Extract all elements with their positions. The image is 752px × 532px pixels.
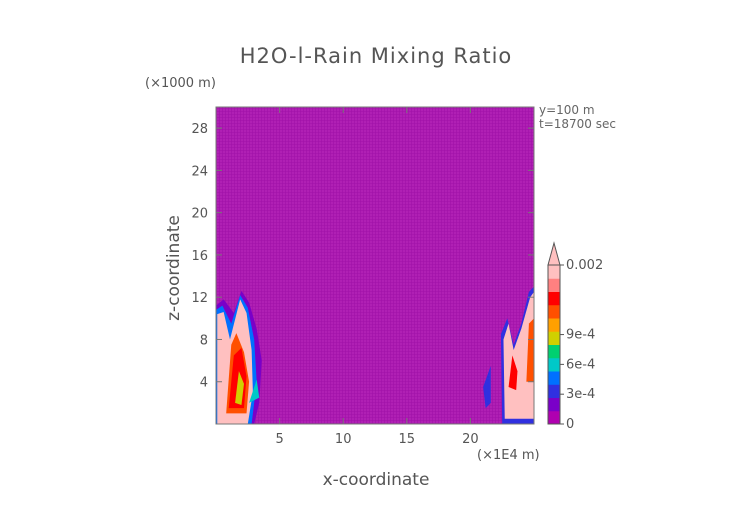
x-ticks: 5 10 15 20 bbox=[275, 107, 479, 447]
y-axis-unit: (×1000 m) bbox=[145, 76, 216, 91]
colorbar-tick-label: 6e-4 bbox=[566, 357, 595, 372]
y-tick-label: 8 bbox=[200, 333, 208, 348]
colorbar-swatch bbox=[548, 410, 560, 425]
y-tick-label: 16 bbox=[191, 249, 208, 264]
annotations: y=100 m t=18700 sec bbox=[539, 103, 616, 131]
colorbar-swatch bbox=[548, 331, 560, 345]
y-tick-label: 24 bbox=[191, 164, 208, 179]
y-tick-label: 20 bbox=[191, 207, 208, 222]
rain-contour bbox=[508, 355, 518, 391]
colorbar-swatch bbox=[548, 357, 560, 372]
colorbar-tick-label: 3e-4 bbox=[566, 387, 595, 402]
colorbar-swatch bbox=[548, 371, 560, 385]
y-tick-label: 12 bbox=[191, 291, 208, 306]
x-tick-label: 20 bbox=[462, 432, 479, 447]
plot-frame bbox=[215, 106, 535, 425]
rain-features bbox=[216, 286, 534, 424]
chart-title: H2O-l-Rain Mixing Ratio bbox=[239, 44, 513, 68]
annotation-t: t=18700 sec bbox=[539, 117, 616, 131]
rain-contour bbox=[235, 371, 244, 405]
colorbar-swatch bbox=[548, 344, 560, 359]
colorbar-swatch bbox=[548, 318, 560, 332]
rain-contour bbox=[526, 318, 534, 382]
y-tick-label: 28 bbox=[191, 122, 208, 137]
colorbar-extend-arrow bbox=[547, 241, 561, 266]
x-axis-label: x-coordinate bbox=[322, 470, 430, 490]
plot-area bbox=[216, 107, 534, 424]
colorbar-swatch bbox=[548, 384, 560, 398]
colorbar-tick-label: 9e-4 bbox=[566, 328, 595, 343]
y-tick-label: 4 bbox=[200, 376, 208, 391]
x-tick-label: 10 bbox=[335, 432, 352, 447]
colorbar-swatch bbox=[548, 397, 560, 412]
x-axis-unit: (×1E4 m) bbox=[477, 448, 540, 463]
x-tick-label: 15 bbox=[399, 432, 416, 447]
rain-contour bbox=[483, 365, 491, 409]
colorbar-tick-label: 0.002 bbox=[566, 258, 603, 273]
colorbar-swatch bbox=[548, 291, 560, 306]
colorbar: 0 3e-4 6e-4 9e-4 0.002 bbox=[547, 241, 603, 432]
colorbar-swatch bbox=[548, 304, 560, 319]
colorbar-swatch bbox=[548, 278, 560, 292]
rain-contour bbox=[249, 379, 260, 403]
colorbar-tick-label: 0 bbox=[566, 417, 574, 432]
colorbar-frame bbox=[547, 264, 561, 425]
colorbar-swatch bbox=[548, 265, 560, 279]
x-tick-label: 5 bbox=[275, 432, 283, 447]
y-ticks: 4 8 12 16 20 24 28 bbox=[191, 122, 534, 391]
annotation-y: y=100 m bbox=[539, 103, 595, 117]
